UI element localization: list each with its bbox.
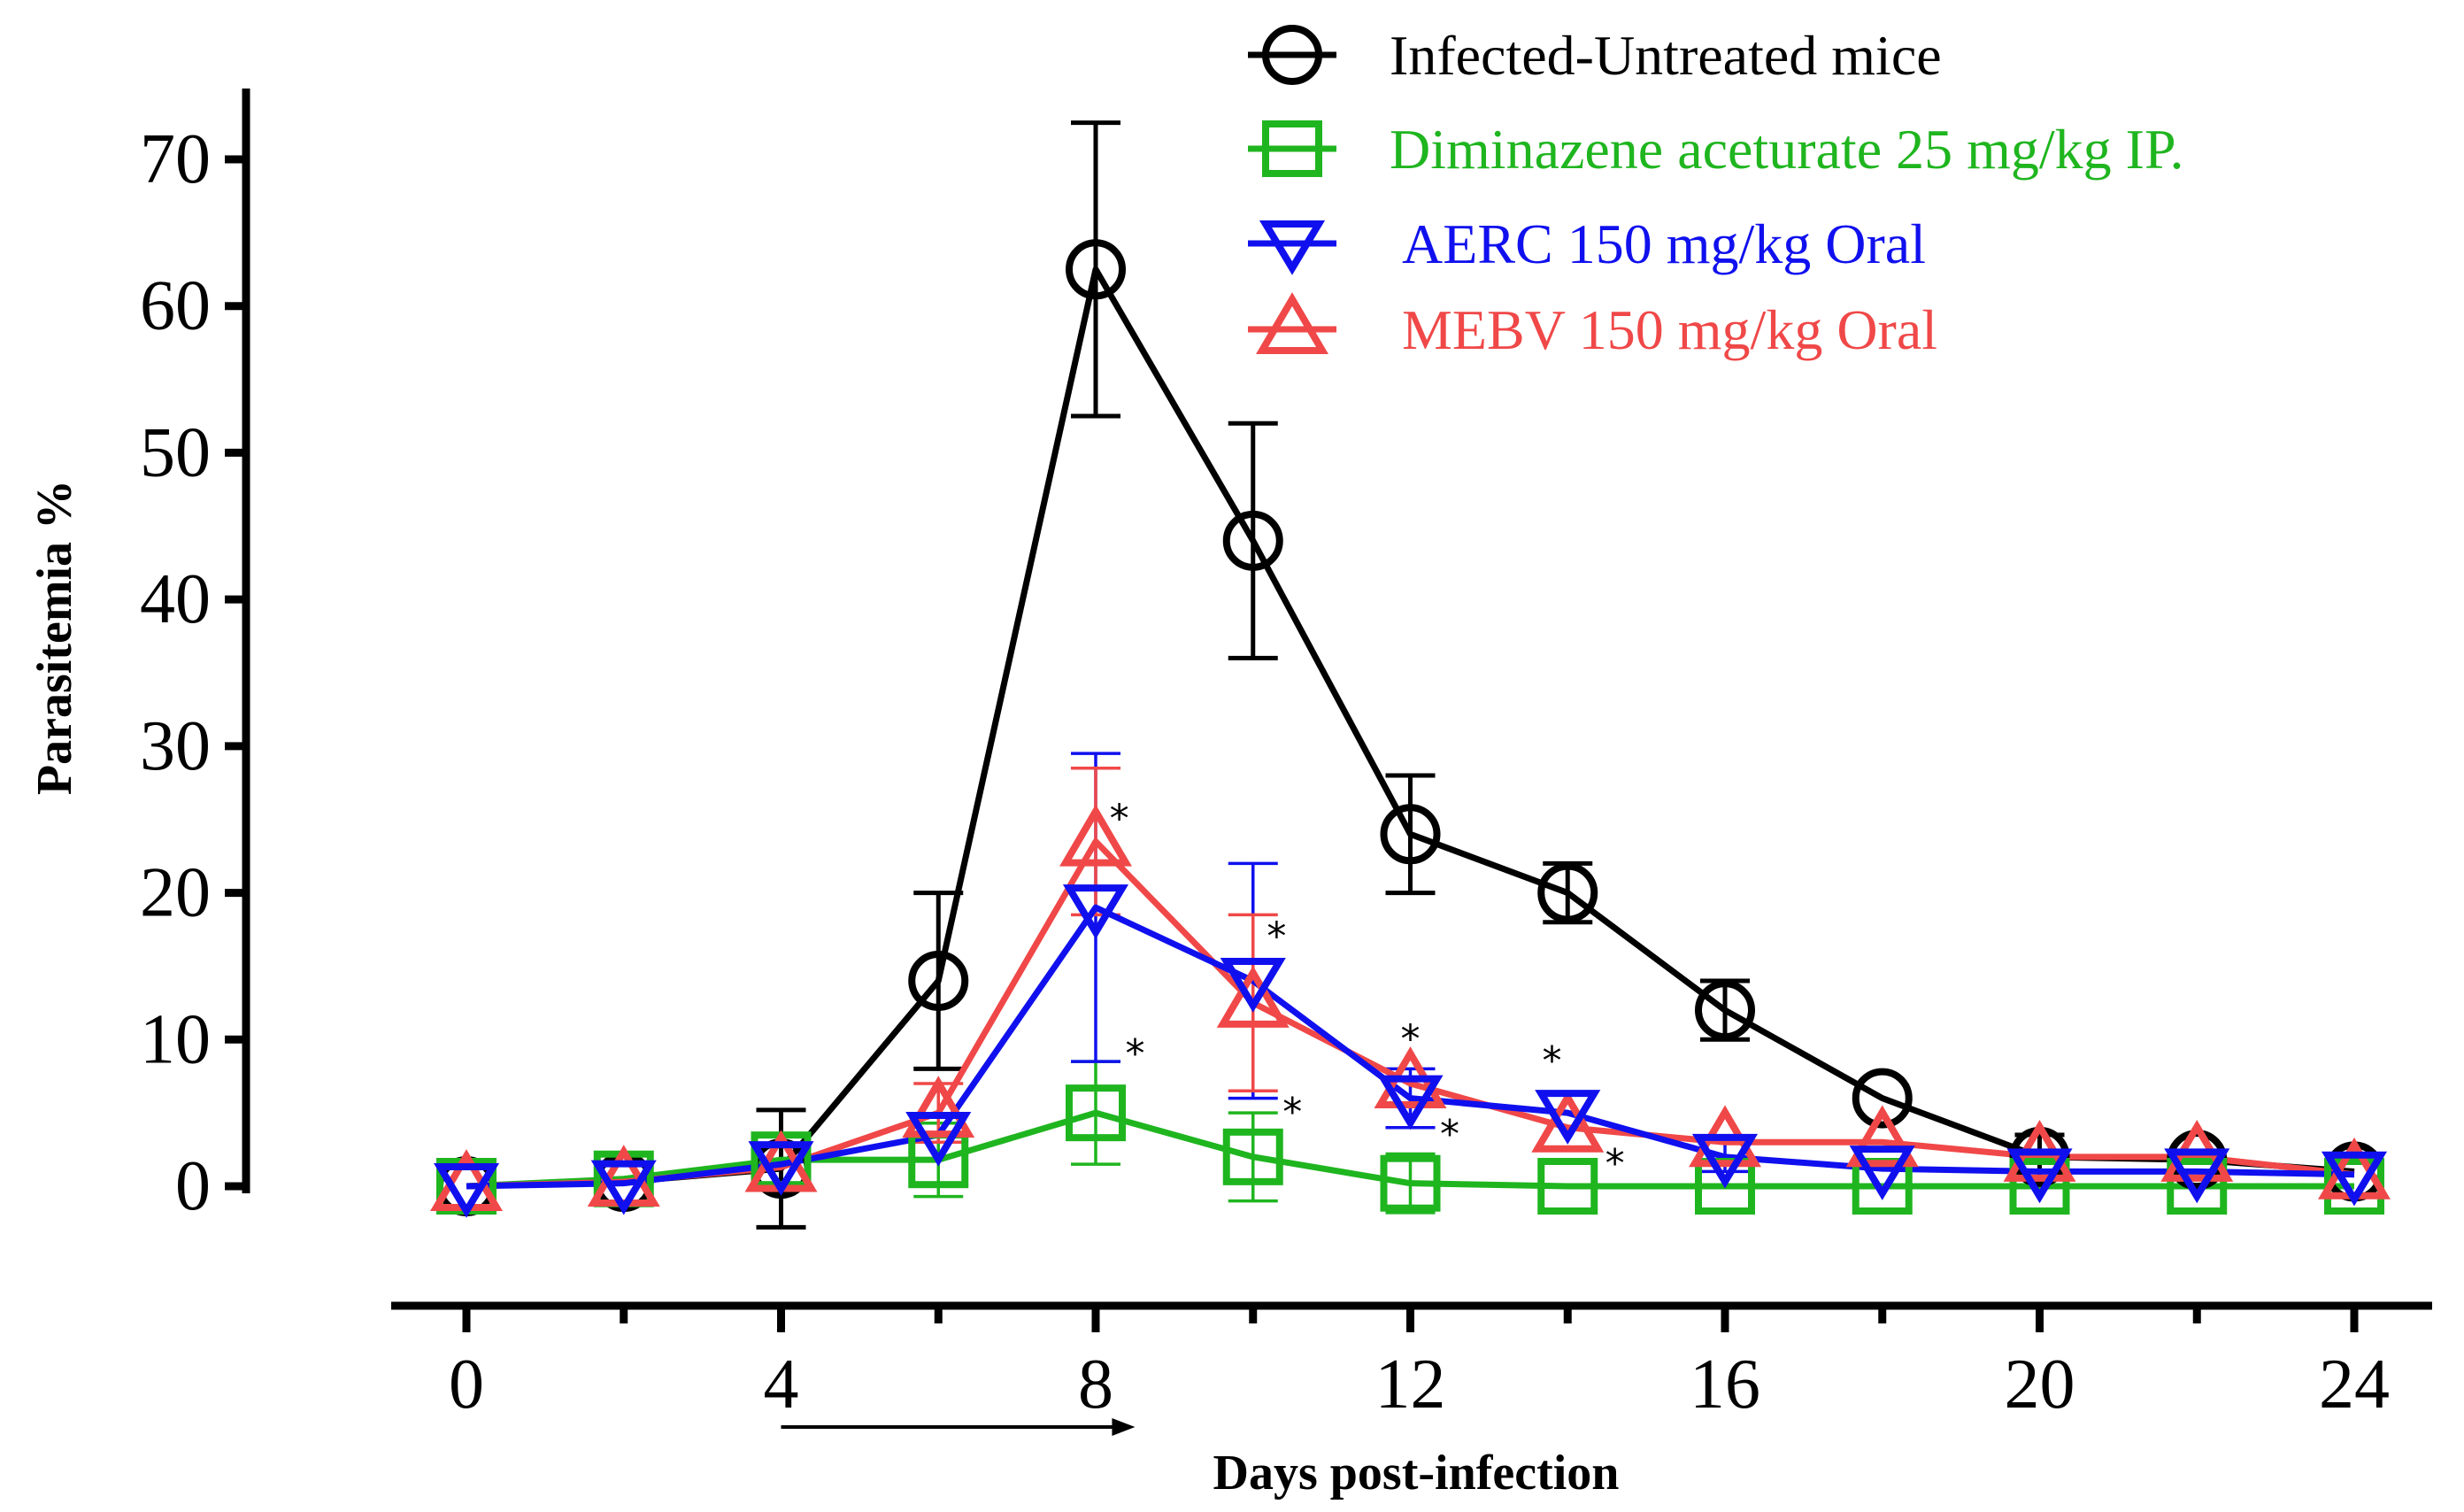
legend-label: AERC 150 mg/kg Oral bbox=[1402, 212, 1926, 275]
marker-triangle-down bbox=[2321, 1151, 2388, 1207]
legend-label: MEBV 150 mg/kg Oral bbox=[1402, 298, 1937, 361]
x-tick-label: 24 bbox=[2319, 1346, 2390, 1423]
marker-triangle-down bbox=[905, 1112, 972, 1167]
treatment-arrow-head bbox=[1112, 1418, 1136, 1436]
series-line bbox=[466, 904, 2355, 1190]
significance-star: * bbox=[1440, 1112, 1459, 1157]
legend-entry: AERC 150 mg/kg Oral bbox=[1248, 212, 1926, 275]
y-tick-label: 50 bbox=[140, 413, 211, 491]
y-tick-label: 70 bbox=[140, 120, 211, 198]
marker-triangle-down bbox=[1259, 220, 1326, 275]
axes: 0 10 20 30 40 50 60 70 0 4 8 12 16 20 24 bbox=[140, 89, 2432, 1436]
significance-star: * bbox=[1282, 1090, 1302, 1135]
significance-star: * bbox=[1605, 1141, 1625, 1186]
marker-circle bbox=[908, 951, 969, 1011]
x-tick-label: 20 bbox=[2005, 1346, 2075, 1423]
marker-triangle-down bbox=[1377, 1075, 1444, 1130]
y-tick-label: 60 bbox=[140, 267, 211, 345]
marker-triangle-down bbox=[433, 1163, 500, 1218]
y-tick-label: 10 bbox=[140, 1000, 211, 1078]
x-tick-label: 4 bbox=[764, 1346, 799, 1423]
marker-triangle-down bbox=[2164, 1148, 2230, 1204]
marker-triangle-down bbox=[1691, 1133, 1759, 1189]
marker-triangle-up bbox=[1845, 1105, 1919, 1168]
marker-triangle-down bbox=[2006, 1148, 2073, 1204]
legend-entry: Diminazene aceturate 25 mg/kg IP. bbox=[1248, 118, 2183, 181]
marker-triangle-up bbox=[1216, 965, 1290, 1028]
marker-triangle-down bbox=[1849, 1146, 1915, 1200]
marker-circle bbox=[1537, 862, 1598, 923]
y-tick-label: 0 bbox=[175, 1147, 211, 1225]
y-tick-label: 40 bbox=[140, 560, 211, 638]
legend: Infected-Untreated mice Diminazene acetur… bbox=[1248, 24, 2183, 361]
marker-triangle-up bbox=[902, 1076, 975, 1138]
marker-square bbox=[1537, 1158, 1598, 1215]
marker-triangle-down bbox=[1220, 958, 1286, 1013]
y-tick-label: 30 bbox=[140, 707, 211, 785]
x-tick-label: 12 bbox=[1375, 1346, 1446, 1423]
legend-entry: Infected-Untreated mice bbox=[1248, 24, 1942, 87]
marker-square bbox=[1380, 1154, 1441, 1212]
marker-triangle-up bbox=[1531, 1090, 1605, 1153]
significance-star: * bbox=[1401, 1016, 1421, 1061]
marker-triangle-down bbox=[590, 1160, 657, 1215]
series-markers bbox=[430, 239, 2391, 1218]
marker-square bbox=[1262, 120, 1322, 177]
marker-square bbox=[1066, 1084, 1126, 1142]
x-axis-title: Days post-infection bbox=[1213, 1446, 1620, 1500]
marker-triangle-up bbox=[1059, 804, 1132, 867]
x-tick-label: 16 bbox=[1690, 1346, 1760, 1423]
significance-star: * bbox=[1125, 1031, 1144, 1076]
legend-entry: MEBV 150 mg/kg Oral bbox=[1248, 292, 1937, 361]
significance-star: * bbox=[1267, 914, 1286, 959]
legend-label: Infected-Untreated mice bbox=[1390, 24, 1942, 87]
marker-circle bbox=[1262, 25, 1322, 85]
y-axis-title: Parasitemia % bbox=[27, 480, 82, 795]
legend-label: Diminazene aceturate 25 mg/kg IP. bbox=[1390, 118, 2183, 181]
marker-circle bbox=[1380, 804, 1441, 865]
marker-triangle-down bbox=[748, 1141, 814, 1196]
marker-circle bbox=[1222, 510, 1283, 571]
significance-star: * bbox=[1542, 1038, 1561, 1084]
marker-triangle-down bbox=[1062, 884, 1129, 939]
marker-square bbox=[2009, 1158, 2070, 1215]
marker-circle bbox=[1066, 239, 1126, 300]
marker-circle bbox=[1695, 980, 1755, 1041]
marker-triangle-down bbox=[1535, 1090, 1601, 1145]
marker-square bbox=[1222, 1128, 1283, 1185]
marker-square bbox=[2167, 1158, 2228, 1215]
significance-star: * bbox=[1110, 797, 1129, 842]
y-tick-label: 20 bbox=[140, 854, 211, 932]
x-tick-label: 0 bbox=[449, 1346, 484, 1423]
marker-circle bbox=[1852, 1068, 1913, 1129]
x-tick-label: 8 bbox=[1078, 1346, 1113, 1423]
significance-annotations: * * * * * * * * bbox=[1110, 797, 1625, 1186]
marker-triangle-up bbox=[1256, 292, 1328, 354]
